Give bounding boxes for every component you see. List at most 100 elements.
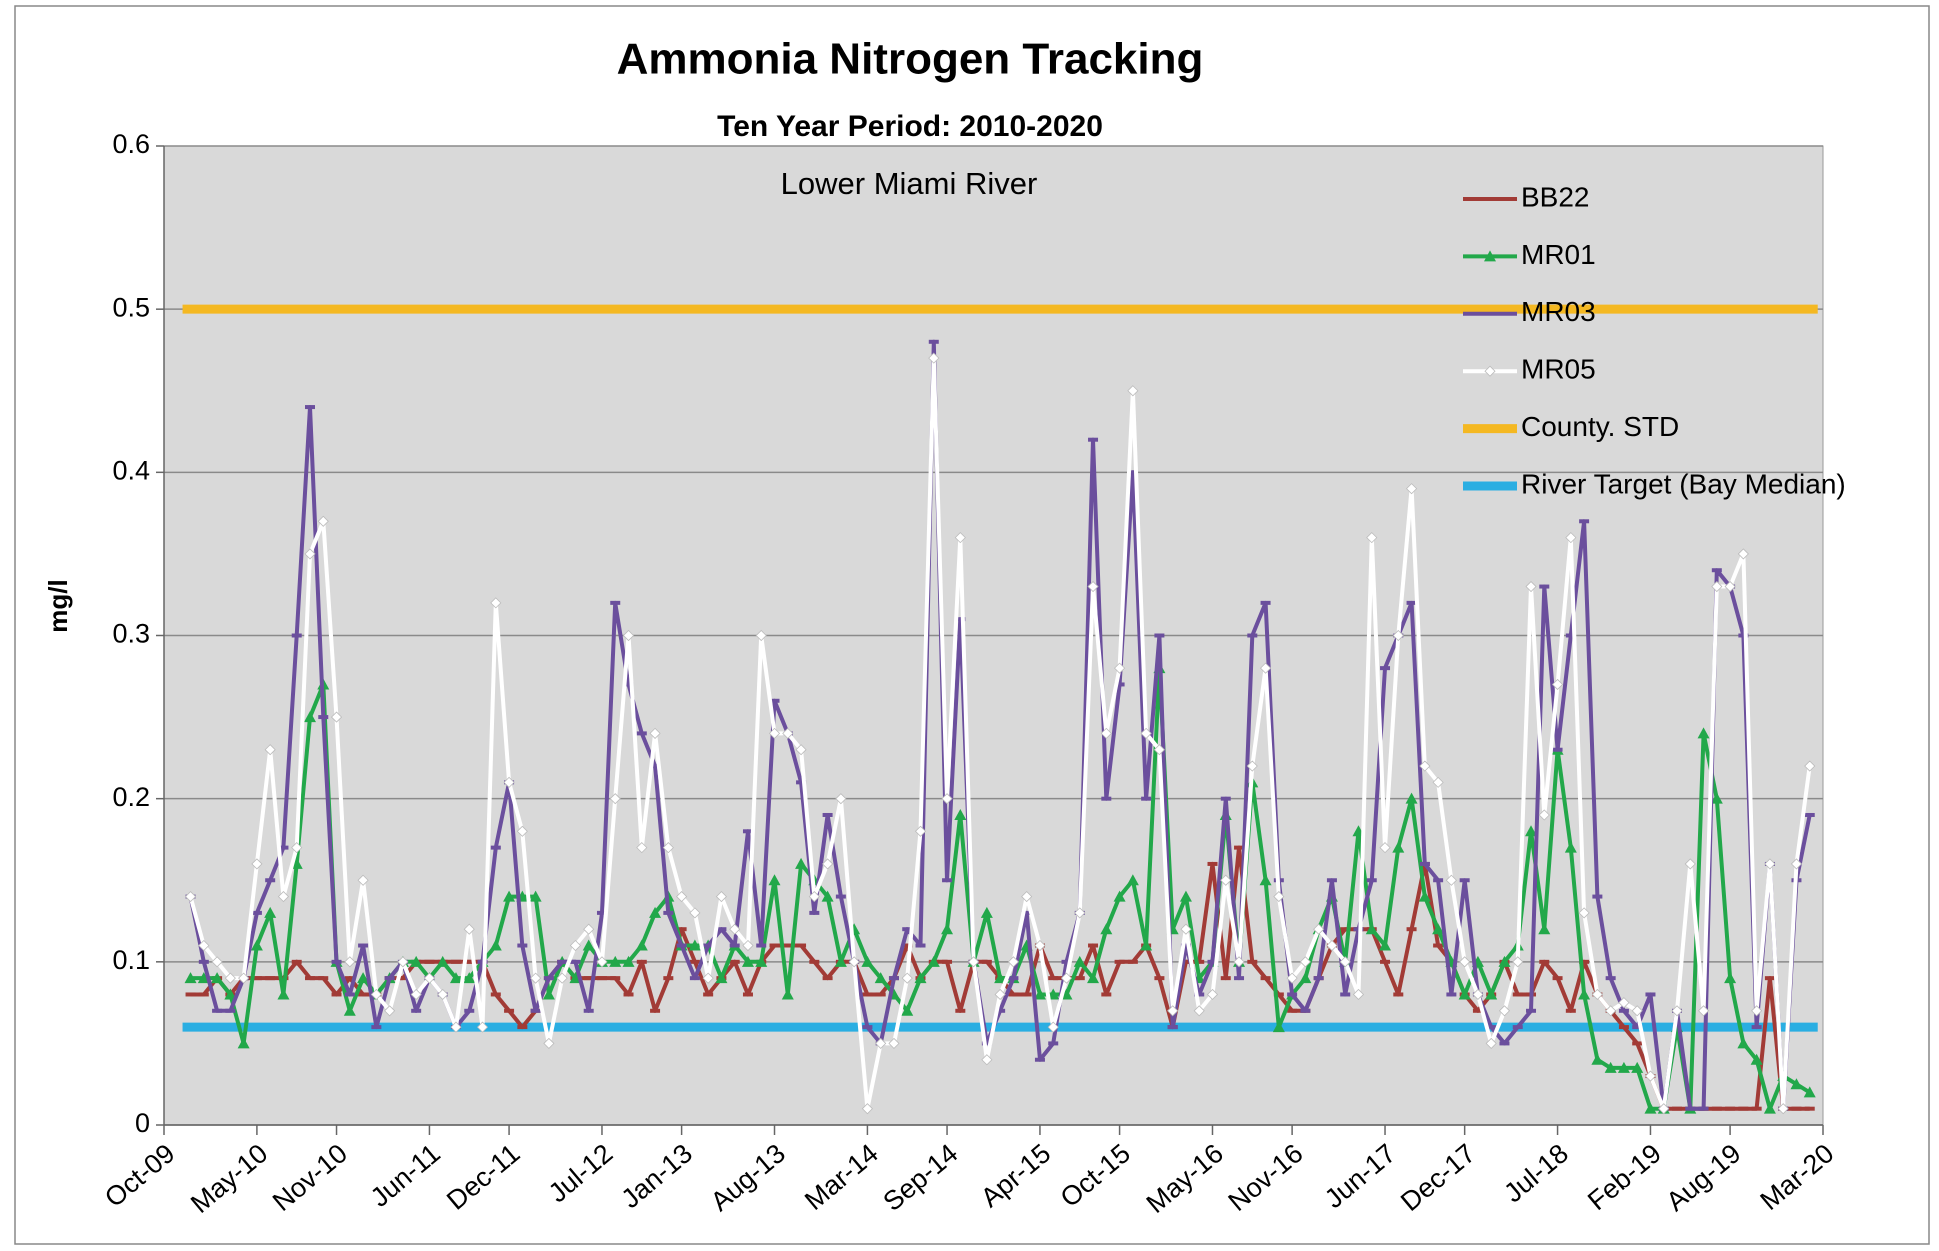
marker xyxy=(861,1103,873,1115)
marker xyxy=(1631,1061,1644,1073)
marker xyxy=(198,939,210,952)
marker xyxy=(1366,532,1378,544)
marker xyxy=(1339,956,1351,968)
marker xyxy=(1140,727,1152,739)
marker xyxy=(1538,923,1551,935)
marker xyxy=(1564,841,1577,853)
marker xyxy=(582,939,595,951)
marker xyxy=(1551,678,1564,691)
legend-label: MR01 xyxy=(1521,239,1596,270)
marker xyxy=(250,939,263,951)
legend-marker xyxy=(1484,365,1496,377)
marker xyxy=(1498,1005,1511,1017)
marker xyxy=(1286,972,1298,984)
marker xyxy=(1419,760,1431,772)
marker xyxy=(676,891,688,903)
marker xyxy=(1114,662,1126,674)
marker xyxy=(636,842,648,854)
marker xyxy=(224,988,237,1000)
marker xyxy=(821,890,834,902)
marker xyxy=(755,629,767,642)
marker xyxy=(834,955,847,967)
marker xyxy=(875,1037,887,1049)
marker xyxy=(583,923,595,935)
marker xyxy=(1618,997,1630,1009)
marker xyxy=(277,988,290,1000)
marker xyxy=(1538,809,1550,821)
marker xyxy=(1140,939,1153,951)
marker xyxy=(1578,988,1591,1000)
marker xyxy=(1458,988,1471,1000)
marker xyxy=(1658,1103,1670,1115)
marker xyxy=(423,972,436,984)
marker xyxy=(1432,923,1445,935)
marker xyxy=(1179,890,1192,902)
marker xyxy=(384,1005,396,1017)
marker xyxy=(1724,580,1736,593)
marker xyxy=(291,842,303,854)
marker xyxy=(1724,972,1737,984)
annotation: Lower Miami River xyxy=(781,166,1038,201)
y-tick-label: 0.1 xyxy=(112,945,150,975)
marker xyxy=(609,955,622,967)
marker xyxy=(941,793,953,805)
marker xyxy=(980,906,993,918)
marker xyxy=(1445,874,1457,886)
marker xyxy=(901,1004,914,1016)
marker xyxy=(888,1037,900,1049)
marker xyxy=(543,1037,555,1049)
marker xyxy=(1763,1102,1776,1114)
marker xyxy=(1525,580,1537,593)
marker xyxy=(927,955,940,967)
marker xyxy=(1432,776,1444,788)
marker xyxy=(715,891,727,903)
marker xyxy=(1100,923,1113,935)
marker xyxy=(1392,629,1404,642)
marker xyxy=(436,955,449,967)
marker xyxy=(211,972,224,984)
marker xyxy=(1418,890,1431,902)
marker xyxy=(1167,1005,1179,1017)
marker xyxy=(264,744,276,756)
marker xyxy=(211,956,223,968)
marker xyxy=(1379,939,1392,951)
marker xyxy=(1033,988,1046,1000)
legend-label: County. STD xyxy=(1521,411,1679,442)
marker xyxy=(1047,1021,1059,1033)
marker xyxy=(503,890,516,902)
marker xyxy=(1220,874,1232,886)
marker xyxy=(264,906,277,918)
marker xyxy=(768,874,781,886)
legend-label: MR03 xyxy=(1521,296,1596,327)
marker xyxy=(1605,1005,1617,1017)
marker xyxy=(463,972,476,984)
marker xyxy=(994,972,1007,984)
marker xyxy=(1100,727,1112,739)
marker xyxy=(529,890,542,902)
marker xyxy=(688,939,701,951)
y-tick-label: 0 xyxy=(135,1108,150,1138)
marker xyxy=(370,988,382,1001)
legend-entry: BB22 xyxy=(1463,181,1590,212)
marker xyxy=(330,711,343,723)
marker xyxy=(237,1037,250,1049)
marker xyxy=(1246,760,1258,772)
marker xyxy=(251,858,263,870)
marker xyxy=(1710,792,1723,804)
marker xyxy=(1326,939,1338,952)
chart-title: Ammonia Nitrogen Tracking xyxy=(617,35,1204,84)
marker xyxy=(861,955,874,967)
marker xyxy=(1804,760,1816,772)
marker xyxy=(1737,548,1749,560)
marker xyxy=(1764,858,1776,870)
marker xyxy=(397,956,409,968)
marker xyxy=(1153,744,1165,756)
marker xyxy=(968,956,980,968)
legend-label: River Target (Bay Median) xyxy=(1521,468,1846,499)
marker xyxy=(795,744,807,756)
marker xyxy=(1472,988,1484,1001)
marker xyxy=(530,972,542,984)
marker xyxy=(914,825,927,837)
marker xyxy=(569,939,581,952)
marker xyxy=(344,956,356,968)
